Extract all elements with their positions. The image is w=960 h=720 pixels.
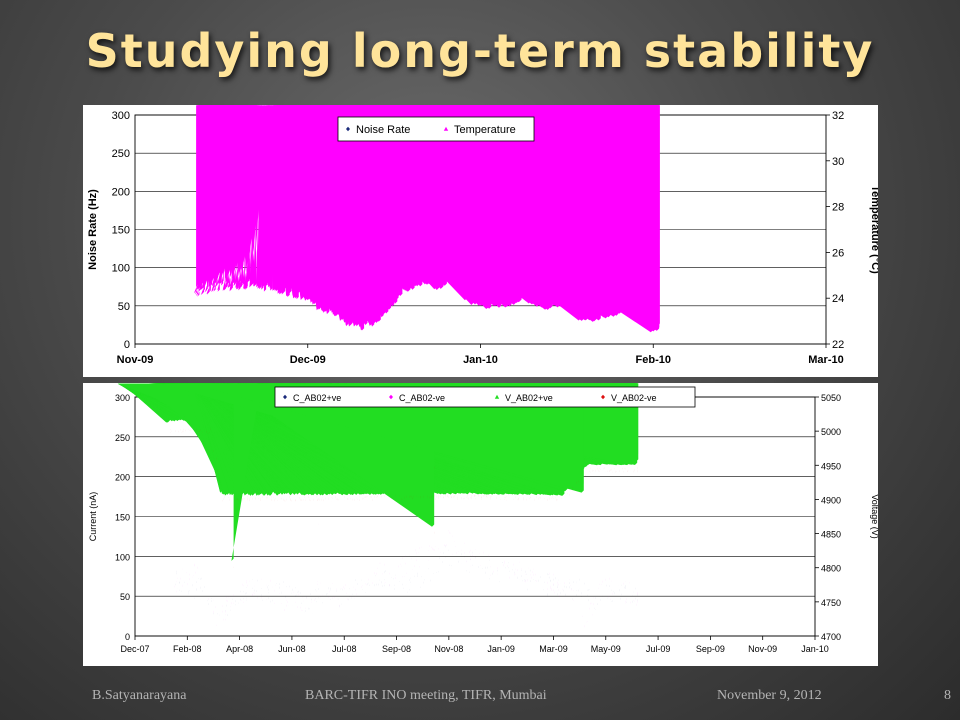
y2-tick-label: 4750	[821, 598, 841, 608]
y2-tick-label: 4800	[821, 564, 841, 574]
y2-tick-label: 26	[832, 247, 844, 259]
legend-marker	[346, 126, 350, 132]
y-tick-label: 100	[115, 552, 130, 562]
legend-marker	[389, 394, 393, 400]
y-tick-label: 300	[112, 110, 130, 122]
x-tick-label: Dec-07	[120, 644, 149, 654]
legend-marker	[601, 394, 605, 400]
y2-axis-title: Voltage (V)	[870, 494, 878, 539]
legend-label: V_AB02-ve	[611, 393, 657, 403]
x-tick-label: Jan-09	[487, 644, 515, 654]
footer-page-number: 8	[944, 688, 951, 703]
y-tick-label: 100	[112, 263, 130, 275]
y2-tick-label: 4950	[821, 461, 841, 471]
footer-author: B.Satyanarayana	[92, 688, 187, 703]
x-tick-label: Jan-10	[801, 644, 829, 654]
x-tick-label: Feb-08	[173, 644, 202, 654]
y2-tick-label: 5050	[821, 393, 841, 403]
x-tick-label: Jul-09	[646, 644, 671, 654]
y-tick-label: 150	[115, 513, 130, 523]
y-tick-label: 200	[115, 473, 130, 483]
legend-marker	[494, 394, 500, 399]
data-point-outlier	[192, 383, 584, 493]
slide-title: Studying long-term stability	[85, 24, 875, 78]
y2-tick-label: 4900	[821, 495, 841, 505]
legend-marker	[443, 126, 449, 131]
y2-tick-label: 24	[832, 293, 844, 305]
x-tick-label: Feb-10	[636, 354, 671, 366]
y2-tick-label: 5000	[821, 427, 841, 437]
x-tick-label: Mar-09	[539, 644, 568, 654]
y-tick-label: 200	[112, 186, 130, 198]
legend-label: Noise Rate	[356, 124, 410, 136]
x-tick-label: Nov-09	[748, 644, 777, 654]
x-tick-label: Sep-08	[382, 644, 411, 654]
x-tick-label: Jan-10	[463, 354, 498, 366]
x-tick-label: May-09	[591, 644, 621, 654]
y2-tick-label: 22	[832, 339, 844, 351]
y2-axis-title: Temperature (°C)	[869, 185, 878, 274]
y-tick-label: 150	[112, 225, 130, 237]
x-tick-label: Sep-09	[696, 644, 725, 654]
current-voltage-chart: 0 50 100 150 200 250 300 4700 4750 4800 4850 4900 49…	[83, 383, 878, 666]
current-voltage-svg: 0 50 100 150 200 250 300 4700 4750 4800 4850 4900 49…	[88, 383, 878, 654]
legend-label: V_AB02+ve	[505, 393, 553, 403]
legend-label: C_AB02+ve	[293, 393, 341, 403]
data-point-outlier	[231, 383, 261, 561]
data-point	[303, 105, 660, 326]
y-tick-label: 300	[115, 393, 130, 403]
y-tick-label: 0	[125, 632, 130, 642]
y-tick-label: 250	[115, 433, 130, 443]
y-axis-title: Current (nA)	[88, 492, 98, 542]
x-tick-label: Apr-08	[226, 644, 253, 654]
legend-marker	[283, 394, 287, 400]
y-tick-label: 250	[112, 148, 130, 160]
x-tick-label: Nov-09	[117, 354, 154, 366]
x-tick-label: Dec-09	[290, 354, 326, 366]
y2-tick-label: 4700	[821, 632, 841, 642]
y-tick-label: 0	[124, 339, 130, 351]
y2-tick-label: 4850	[821, 530, 841, 540]
y2-tick-label: 30	[832, 156, 844, 168]
x-tick-label: Jul-08	[332, 644, 357, 654]
y-tick-label: 50	[120, 592, 130, 602]
legend-box	[337, 116, 535, 142]
legend-label: Temperature	[454, 124, 516, 136]
noise-rate-temperature-svg: 0 50 100 150 200 250 300 22 24 26 28 30 32 Nov-09 Dec-…	[87, 105, 878, 366]
legend-label: C_AB02-ve	[399, 393, 445, 403]
y-axis-title: Noise Rate (Hz)	[87, 189, 99, 270]
footer-meeting: BARC-TIFR INO meeting, TIFR, Mumbai	[305, 688, 547, 703]
y2-tick-label: 32	[832, 110, 844, 122]
legend-box	[274, 386, 696, 408]
x-tick-label: Nov-08	[434, 644, 463, 654]
x-tick-label: Mar-10	[808, 354, 843, 366]
x-tick-label: Jun-08	[278, 644, 306, 654]
y2-tick-label: 28	[832, 202, 844, 214]
footer-date: November 9, 2012	[717, 688, 822, 703]
noise-rate-temperature-chart: 0 50 100 150 200 250 300 22 24 26 28 30 32 Nov-09 Dec-…	[83, 105, 878, 377]
y-tick-label: 50	[118, 301, 130, 313]
